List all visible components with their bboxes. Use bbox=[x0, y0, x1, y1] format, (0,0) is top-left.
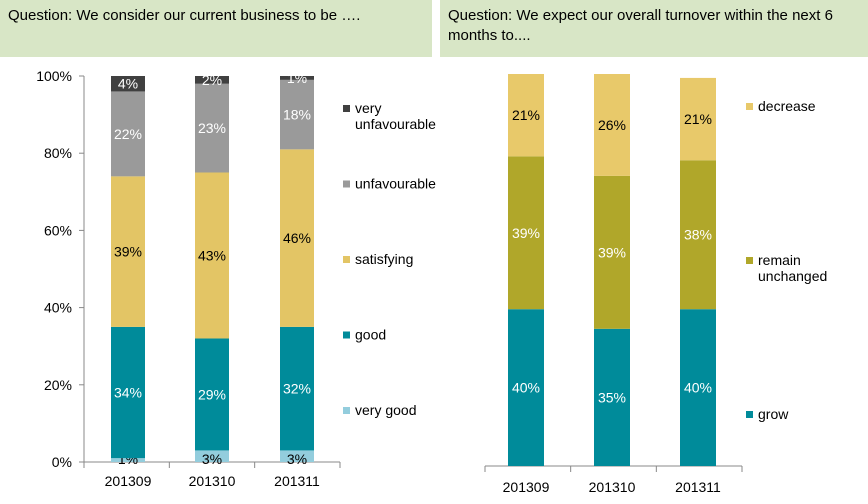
chart1-y-tick-label: 40% bbox=[44, 300, 72, 316]
chart1-bar-very-good-201311 bbox=[280, 450, 314, 462]
chart2-category-label: 201310 bbox=[589, 479, 636, 495]
chart1-bar-satisfying-201311 bbox=[280, 149, 314, 327]
chart2-bar-grow-201310 bbox=[594, 328, 630, 466]
chart1-legend-label: satisfying bbox=[355, 251, 413, 267]
legend-label-line: very bbox=[355, 100, 381, 116]
chart1-data-label: 3% bbox=[287, 451, 307, 467]
chart2-data-label: 35% bbox=[598, 389, 626, 405]
chart1-bar-good-201309 bbox=[111, 326, 145, 459]
chart1-data-label: 29% bbox=[198, 386, 226, 402]
chart1-legend-swatch bbox=[343, 105, 350, 112]
legend-label-line: unchanged bbox=[758, 268, 827, 284]
legend-label-line: remain bbox=[758, 252, 801, 268]
chart1-y-tick-label: 20% bbox=[44, 377, 72, 393]
chart1-legend-swatch bbox=[343, 331, 350, 339]
chart1-data-label: 4% bbox=[118, 76, 138, 92]
chart2-data-label: 38% bbox=[684, 227, 712, 243]
chart1-bar-very-unfavourable-201311 bbox=[280, 76, 314, 80]
chart2-bar-remain-unchanged-201310 bbox=[594, 175, 630, 329]
chart1-legend-swatch bbox=[343, 180, 350, 188]
chart2-legend-swatch bbox=[746, 411, 753, 418]
chart1-legend-label: good bbox=[355, 327, 386, 343]
chart1-data-label: 18% bbox=[283, 107, 311, 123]
chart1-y-tick-label: 60% bbox=[44, 222, 72, 238]
chart2-bar-grow-201309 bbox=[508, 309, 544, 466]
chart2-bar-decrease-201310 bbox=[594, 74, 630, 176]
chart1-y-tick-label: 0% bbox=[52, 454, 72, 470]
chart1-bar-unfavourable-201310 bbox=[195, 83, 229, 173]
chart2-legend-swatch bbox=[746, 103, 753, 110]
chart2-data-label: 39% bbox=[512, 225, 540, 241]
chart1-bar-good-201310 bbox=[195, 338, 229, 451]
chart2-bar-grow-201311 bbox=[680, 309, 716, 466]
chart1-category-label: 201309 bbox=[105, 473, 152, 489]
chart2-legend-label: decrease bbox=[758, 98, 816, 114]
chart2-data-label: 39% bbox=[598, 244, 626, 260]
chart1-data-label: 46% bbox=[283, 230, 311, 246]
chart2-legend-swatch bbox=[746, 257, 753, 264]
chart2-category-label: 201309 bbox=[503, 479, 550, 495]
chart1-data-label: 2% bbox=[202, 72, 222, 88]
chart1-data-label: 39% bbox=[114, 244, 142, 260]
chart1-bar-unfavourable-201311 bbox=[280, 79, 314, 150]
chart1-data-label: 22% bbox=[114, 126, 142, 142]
chart1-data-label: 43% bbox=[198, 247, 226, 263]
chart2-category-label: 201311 bbox=[675, 479, 721, 495]
chart1-bar-very-good-201309 bbox=[111, 458, 145, 462]
chart2-data-label: 40% bbox=[684, 380, 712, 396]
chart1-data-label: 1% bbox=[287, 70, 307, 86]
chart2-bar-remain-unchanged-201311 bbox=[680, 160, 716, 310]
chart1-title: Question: We consider our current busine… bbox=[0, 0, 432, 57]
chart1-data-label: 32% bbox=[283, 381, 311, 397]
chart1-data-label: 34% bbox=[114, 385, 142, 401]
chart2-data-label: 21% bbox=[512, 107, 540, 123]
chart1-legend-label: very unfavourable bbox=[355, 100, 436, 132]
chart1-legend-swatch bbox=[343, 256, 350, 263]
chart2-bar-decrease-201311 bbox=[680, 77, 716, 161]
chart1-bar-very-unfavourable-201310 bbox=[195, 76, 229, 84]
chart1-bar-satisfying-201309 bbox=[111, 176, 145, 327]
chart1-legend-label: unfavourable bbox=[355, 176, 436, 192]
chart2-legend-label: grow bbox=[758, 406, 789, 422]
chart1-bar-unfavourable-201309 bbox=[111, 91, 145, 177]
chart1-bar-good-201311 bbox=[280, 326, 314, 451]
chart2-data-label: 21% bbox=[684, 111, 712, 127]
chart2-bar-remain-unchanged-201309 bbox=[508, 156, 544, 310]
chart1-data-label: 23% bbox=[198, 120, 226, 136]
chart2-bar-decrease-201309 bbox=[508, 74, 544, 157]
chart1-bar-very-good-201310 bbox=[195, 450, 229, 462]
chart1-y-tick-label: 80% bbox=[44, 145, 72, 161]
chart1-category-label: 201310 bbox=[189, 473, 236, 489]
chart1-y-tick-label: 100% bbox=[36, 68, 72, 84]
chart2-legend-label: remain unchanged bbox=[758, 252, 827, 284]
chart2-title: Question: We expect our overall turnover… bbox=[440, 0, 868, 57]
chart2-data-label: 40% bbox=[512, 380, 540, 396]
chart1-bar-satisfying-201310 bbox=[195, 172, 229, 339]
chart2-data-label: 26% bbox=[598, 117, 626, 133]
chart1-category-label: 201311 bbox=[274, 473, 320, 489]
chart1-data-label: 3% bbox=[202, 451, 222, 467]
chart1-legend-label: very good bbox=[355, 402, 416, 418]
chart1-legend-swatch bbox=[343, 407, 350, 414]
legend-label-line: unfavourable bbox=[355, 116, 436, 132]
chart1-bar-very-unfavourable-201309 bbox=[111, 76, 145, 92]
